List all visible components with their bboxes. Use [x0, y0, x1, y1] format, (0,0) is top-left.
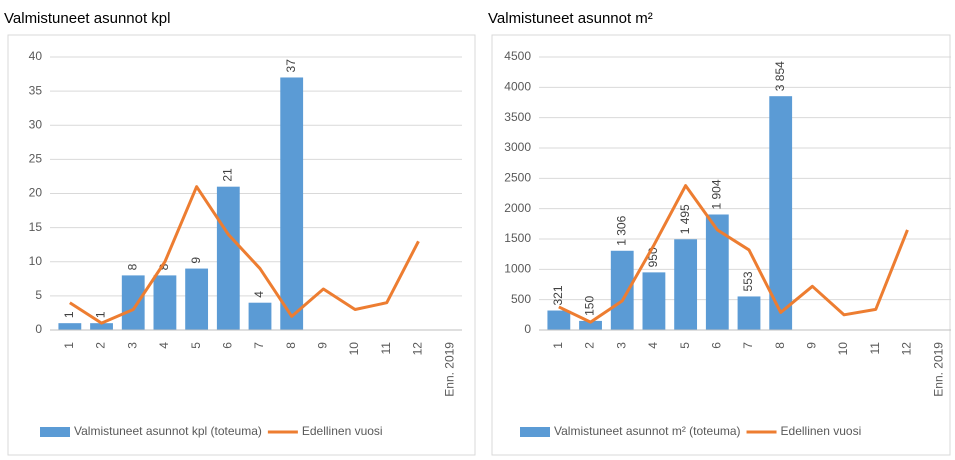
bar: [642, 272, 666, 330]
y-tick-label: 3500: [504, 110, 531, 124]
legend-swatch: [40, 427, 70, 437]
data-label: 37: [284, 59, 298, 73]
bar: [185, 268, 209, 330]
data-label: 8: [125, 263, 139, 270]
bar: [674, 239, 698, 330]
chart-title: Valmistuneet asunnot kpl: [4, 10, 171, 27]
line: [558, 184, 909, 324]
x-tick-label: 6: [220, 342, 234, 349]
data-label: 1 306: [614, 215, 628, 245]
x-tick-label: 5: [189, 342, 203, 349]
y-tick-label: 10: [29, 254, 43, 268]
y-tick-label: 25: [29, 152, 43, 166]
bar: [769, 96, 793, 330]
x-tick-label: 3: [614, 342, 628, 349]
x-tick-label: 8: [773, 342, 787, 349]
chart-title: Valmistuneet asunnot m²: [488, 10, 653, 27]
x-tick-label: 2: [583, 342, 597, 349]
x-tick-label: Enn. 2019: [442, 342, 456, 397]
y-tick-label: 0: [524, 322, 531, 336]
y-tick-label: 35: [29, 83, 43, 97]
y-tick-label: 30: [29, 117, 43, 131]
legend-label: Edellinen vuosi: [781, 424, 862, 438]
bar: [58, 323, 82, 330]
x-tick-label: 10: [836, 342, 850, 356]
legend-swatch: [520, 427, 550, 437]
y-tick-label: 20: [29, 186, 43, 200]
x-tick-label: 11: [379, 342, 393, 355]
y-tick-label: 40: [29, 49, 43, 63]
x-tick-label: 5: [678, 342, 692, 349]
x-tick-label: 1: [62, 342, 76, 349]
bar: [216, 186, 240, 330]
data-label: 150: [583, 296, 597, 316]
data-label: 1 904: [709, 179, 723, 209]
y-tick-label: 2500: [504, 171, 531, 185]
x-tick-label: 7: [741, 342, 755, 349]
x-tick-label: 3: [125, 342, 139, 349]
bar: [121, 275, 145, 330]
legend-label: Valmistuneet asunnot m² (toteuma): [554, 424, 741, 438]
chart-frame: [7, 34, 476, 456]
chart-frame: [491, 34, 951, 456]
y-tick-label: 3000: [504, 140, 531, 154]
legend-label: Valmistuneet asunnot kpl (toteuma): [74, 424, 262, 438]
data-label: 21: [220, 168, 234, 182]
bar: [737, 296, 761, 330]
bar: [280, 77, 304, 330]
x-tick-label: Enn. 2019: [931, 342, 945, 397]
x-tick-label: 9: [316, 342, 330, 349]
x-tick-label: 12: [411, 342, 425, 356]
bar: [705, 214, 729, 330]
bar: [90, 323, 113, 330]
y-tick-label: 1500: [504, 231, 531, 245]
y-tick-label: 4500: [504, 49, 531, 63]
data-label: 321: [551, 285, 565, 305]
x-tick-label: 6: [709, 342, 723, 349]
data-label: 1: [94, 311, 108, 318]
legend-label: Edellinen vuosi: [302, 424, 383, 438]
x-tick-label: 12: [900, 342, 914, 356]
bar: [153, 275, 177, 330]
x-tick-label: 4: [646, 342, 660, 349]
x-tick-label: 4: [157, 342, 171, 349]
y-tick-label: 500: [511, 292, 531, 306]
bar: [610, 250, 634, 330]
line: [69, 185, 420, 325]
y-tick-label: 1000: [504, 262, 531, 276]
data-label: 553: [741, 271, 755, 291]
y-tick-label: 2000: [504, 201, 531, 215]
x-tick-label: 8: [284, 342, 298, 349]
data-label: 9: [189, 257, 203, 264]
y-tick-label: 0: [35, 322, 42, 336]
y-tick-label: 15: [29, 220, 43, 234]
x-tick-label: 7: [252, 342, 266, 349]
x-tick-label: 10: [347, 342, 361, 356]
x-tick-label: 1: [551, 342, 565, 349]
x-tick-label: 9: [805, 342, 819, 349]
y-tick-label: 5: [35, 288, 42, 302]
data-label: 3 854: [773, 61, 787, 91]
data-label: 1 495: [678, 204, 692, 234]
x-tick-label: 11: [868, 342, 882, 355]
data-label: 1: [62, 311, 76, 318]
bar: [248, 302, 272, 330]
bar: [547, 310, 571, 330]
data-label: 8: [157, 263, 171, 270]
bar: [579, 320, 602, 330]
data-label: 4: [252, 291, 266, 298]
y-tick-label: 4000: [504, 80, 531, 94]
x-tick-label: 2: [94, 342, 108, 349]
